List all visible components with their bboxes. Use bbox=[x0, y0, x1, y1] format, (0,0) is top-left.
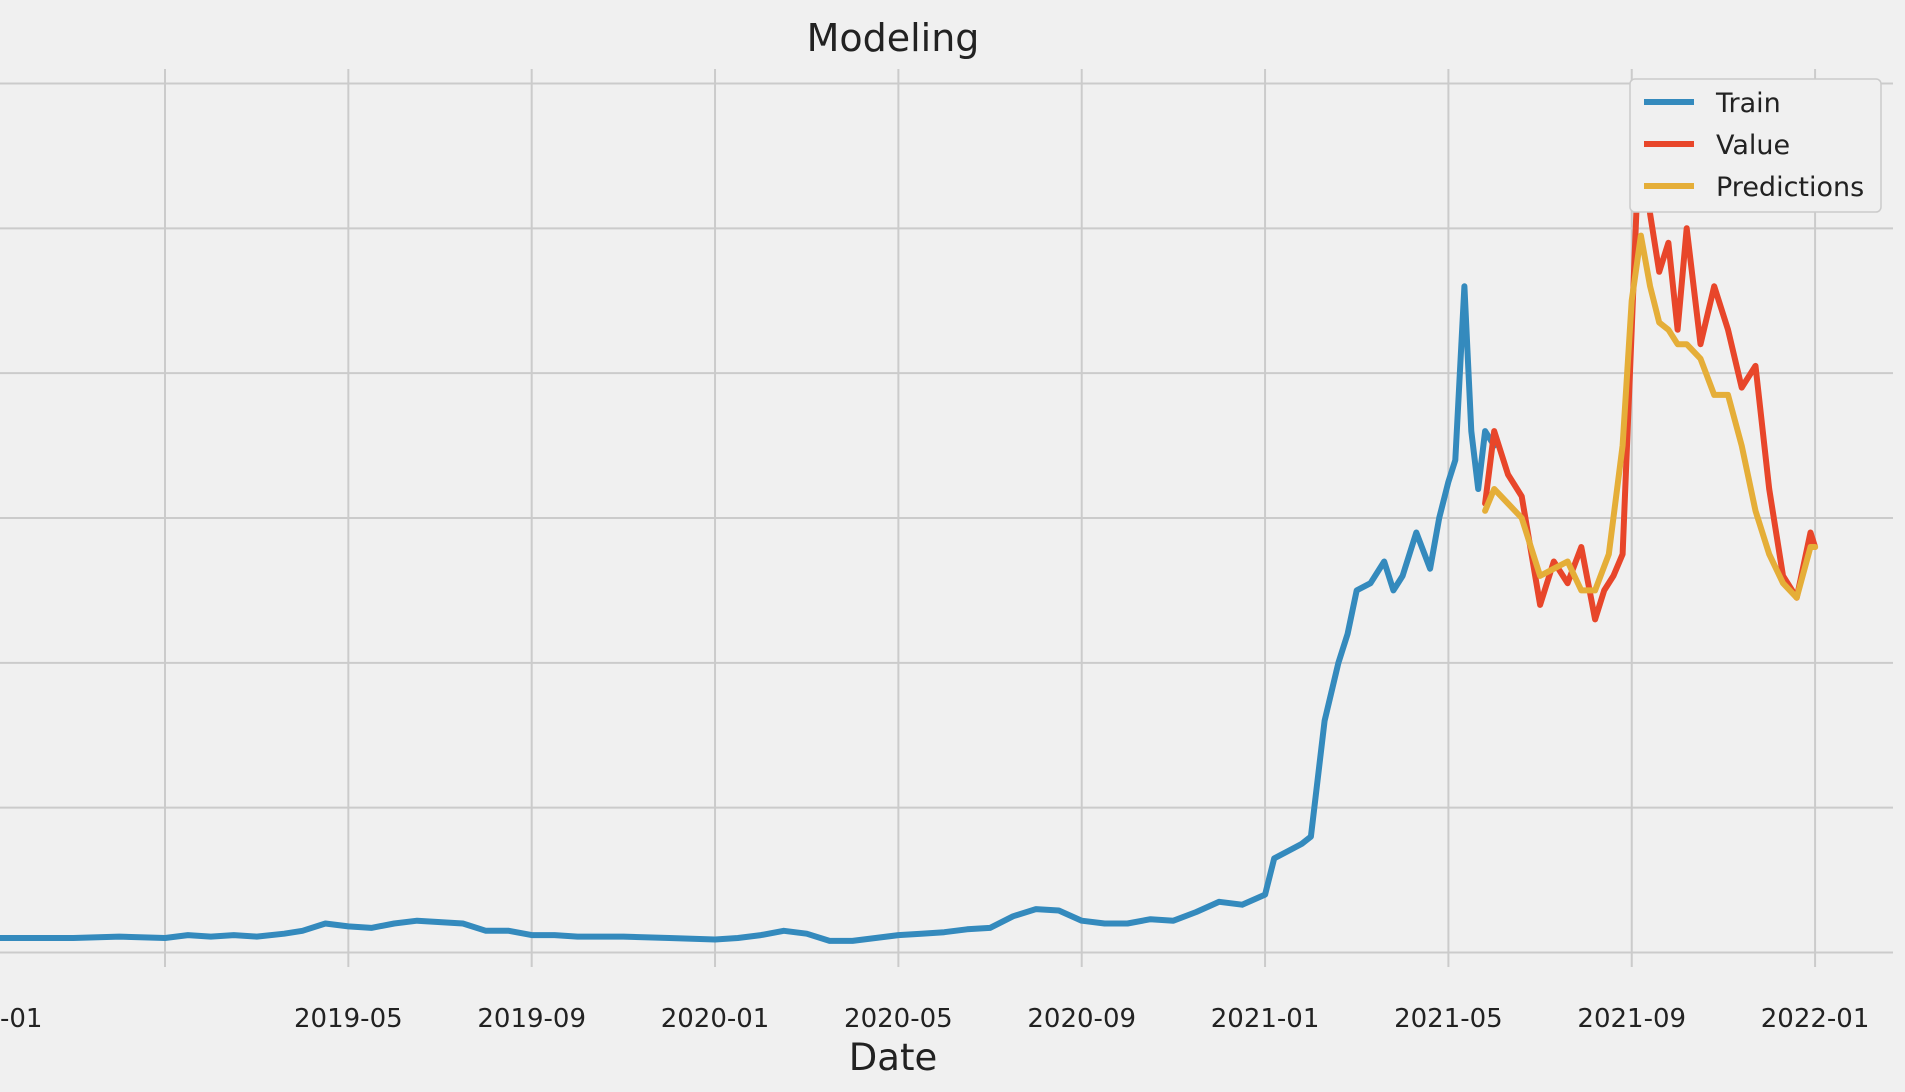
x-tick-label-4: 2020-05 bbox=[844, 1004, 953, 1034]
legend-label-train: Train bbox=[1715, 88, 1781, 119]
x-tick-label-1: 2019-05 bbox=[294, 1004, 403, 1034]
legend-box bbox=[1629, 78, 1882, 213]
legend: Train Value Predictions bbox=[1629, 78, 1882, 213]
legend-label-predictions: Predictions bbox=[1716, 172, 1864, 203]
series-group bbox=[0, 95, 1819, 944]
x-tick-label-2: 2019-09 bbox=[477, 1004, 586, 1034]
x-tick-label-7: 2021-05 bbox=[1394, 1004, 1503, 1034]
x-tick-label-6: 2021-01 bbox=[1211, 1004, 1320, 1034]
series-line-train bbox=[0, 283, 1498, 944]
x-tick-label-8: 2021-09 bbox=[1577, 1004, 1686, 1034]
chart-title: Modeling bbox=[807, 16, 980, 60]
grid bbox=[0, 69, 1893, 967]
x-axis-label: Date bbox=[849, 1036, 937, 1079]
legend-label-value: Value bbox=[1716, 130, 1790, 161]
x-tick-label-5: 2020-09 bbox=[1027, 1004, 1136, 1034]
x-tick-label-3: 2020-01 bbox=[661, 1004, 770, 1034]
x-tick-label-0: -01 bbox=[0, 1004, 42, 1034]
series-line-predictions bbox=[1482, 232, 1819, 601]
x-tick-labels: -01 2019-05 2019-09 2020-01 2020-05 2020-09 20… bbox=[0, 1004, 1869, 1034]
series-line-value bbox=[1482, 95, 1819, 623]
x-tick-label-9: 2022-01 bbox=[1761, 1004, 1870, 1034]
